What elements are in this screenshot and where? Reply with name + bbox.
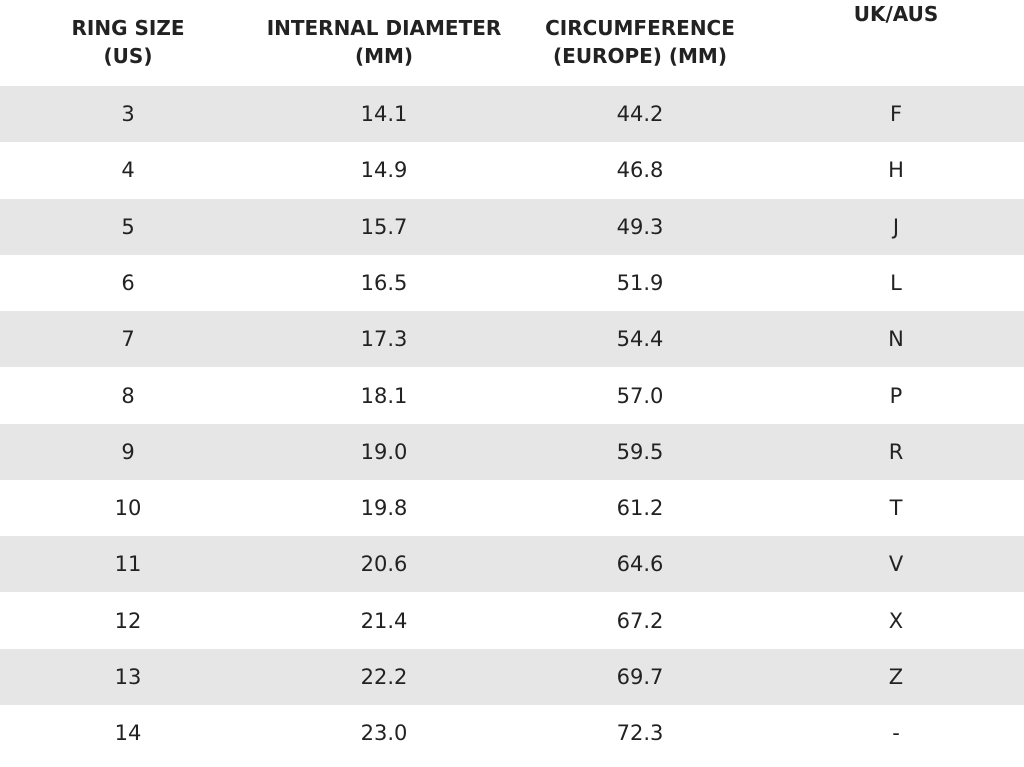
table-cell: 5 [121,214,135,239]
table-cell: 61.2 [616,496,664,521]
header-text: (EUROPE) (MM) [553,44,727,68]
table-cell: 4 [121,158,135,183]
table-cell: 14.9 [360,158,408,183]
header-text: CIRCUMFERENCE [545,16,735,40]
table-cell: 16.5 [360,270,408,295]
table-cell: 21.4 [360,608,408,633]
table-cell: 69.7 [616,665,664,689]
table-cell: 51.9 [616,270,664,295]
table-cell: 7 [121,327,135,352]
table-cell: 14.1 [360,102,408,126]
table-cell: 46.8 [616,158,664,183]
header-text: INTERNAL DIAMETER [266,16,502,40]
table-cell: 64.6 [616,552,664,577]
table-cell: 22.2 [360,665,408,689]
table-row: 12 21.4 67.2 X [0,593,1024,649]
table-cell: 6 [121,270,135,295]
table-cell: 18.1 [360,383,408,408]
table-cell: X [888,608,904,633]
table-cell: J [892,214,900,239]
table-row: 8 18.1 57.0 P [0,368,1024,424]
table-cell: P [889,383,903,408]
table-row: 6 16.5 51.9 L [0,255,1024,311]
header-cell: INTERNAL DIAMETER (MM) [256,14,512,70]
table-cell: T [889,496,903,521]
table-row: 7 17.3 54.4 N [0,311,1024,368]
table-cell: 3 [121,102,135,126]
table-cell: 11 [114,552,142,577]
table-cell: 14 [114,721,142,746]
table-cell: N [888,327,904,352]
table-cell: - [892,721,900,746]
table-cell: 13 [114,665,142,689]
header-text: (US) [103,44,153,68]
table-cell: 9 [121,439,135,464]
table-cell: 19.8 [360,496,408,521]
header-cell: RING SIZE (US) [0,14,256,70]
table-cell: 23.0 [360,721,408,746]
table-cell: 49.3 [616,214,664,239]
table-row: 10 19.8 61.2 T [0,480,1024,536]
table-row: 14 23.0 72.3 - [0,705,1024,761]
table-cell: 57.0 [616,383,664,408]
table-cell: 59.5 [616,439,664,464]
table-row: 11 20.6 64.6 V [0,536,1024,593]
table-cell: 67.2 [616,608,664,633]
header-text: (MM) [354,44,414,68]
table-cell: 54.4 [616,327,664,352]
header-text: UK/AUS [853,2,939,26]
table-cell: 19.0 [360,439,408,464]
table-cell: 12 [114,608,142,633]
table-row: 3 14.1 44.2 F [0,86,1024,142]
table-row: 4 14.9 46.8 H [0,142,1024,198]
table-cell: 17.3 [360,327,408,352]
table-cell: 8 [121,383,135,408]
table-cell: L [890,270,902,295]
table-row: 5 15.7 49.3 J [0,198,1024,255]
table-row: 9 19.0 59.5 R [0,423,1024,480]
table-cell: 72.3 [616,721,664,746]
table-cell: F [889,102,903,126]
table-cell: Z [888,665,904,689]
table-cell: 44.2 [616,102,664,126]
table-cell: V [888,552,904,577]
table-cell: 20.6 [360,552,408,577]
table-cell: 15.7 [360,214,408,239]
header-text: RING SIZE [71,16,185,40]
table-row: 13 22.2 69.7 Z [0,649,1024,705]
table-cell: 10 [114,496,142,521]
table-cell: H [888,158,904,183]
table-cell: R [888,439,904,464]
header-cell: UK/AUS [768,0,1024,28]
header-cell: CIRCUMFERENCE (EUROPE) (MM) [512,14,768,70]
